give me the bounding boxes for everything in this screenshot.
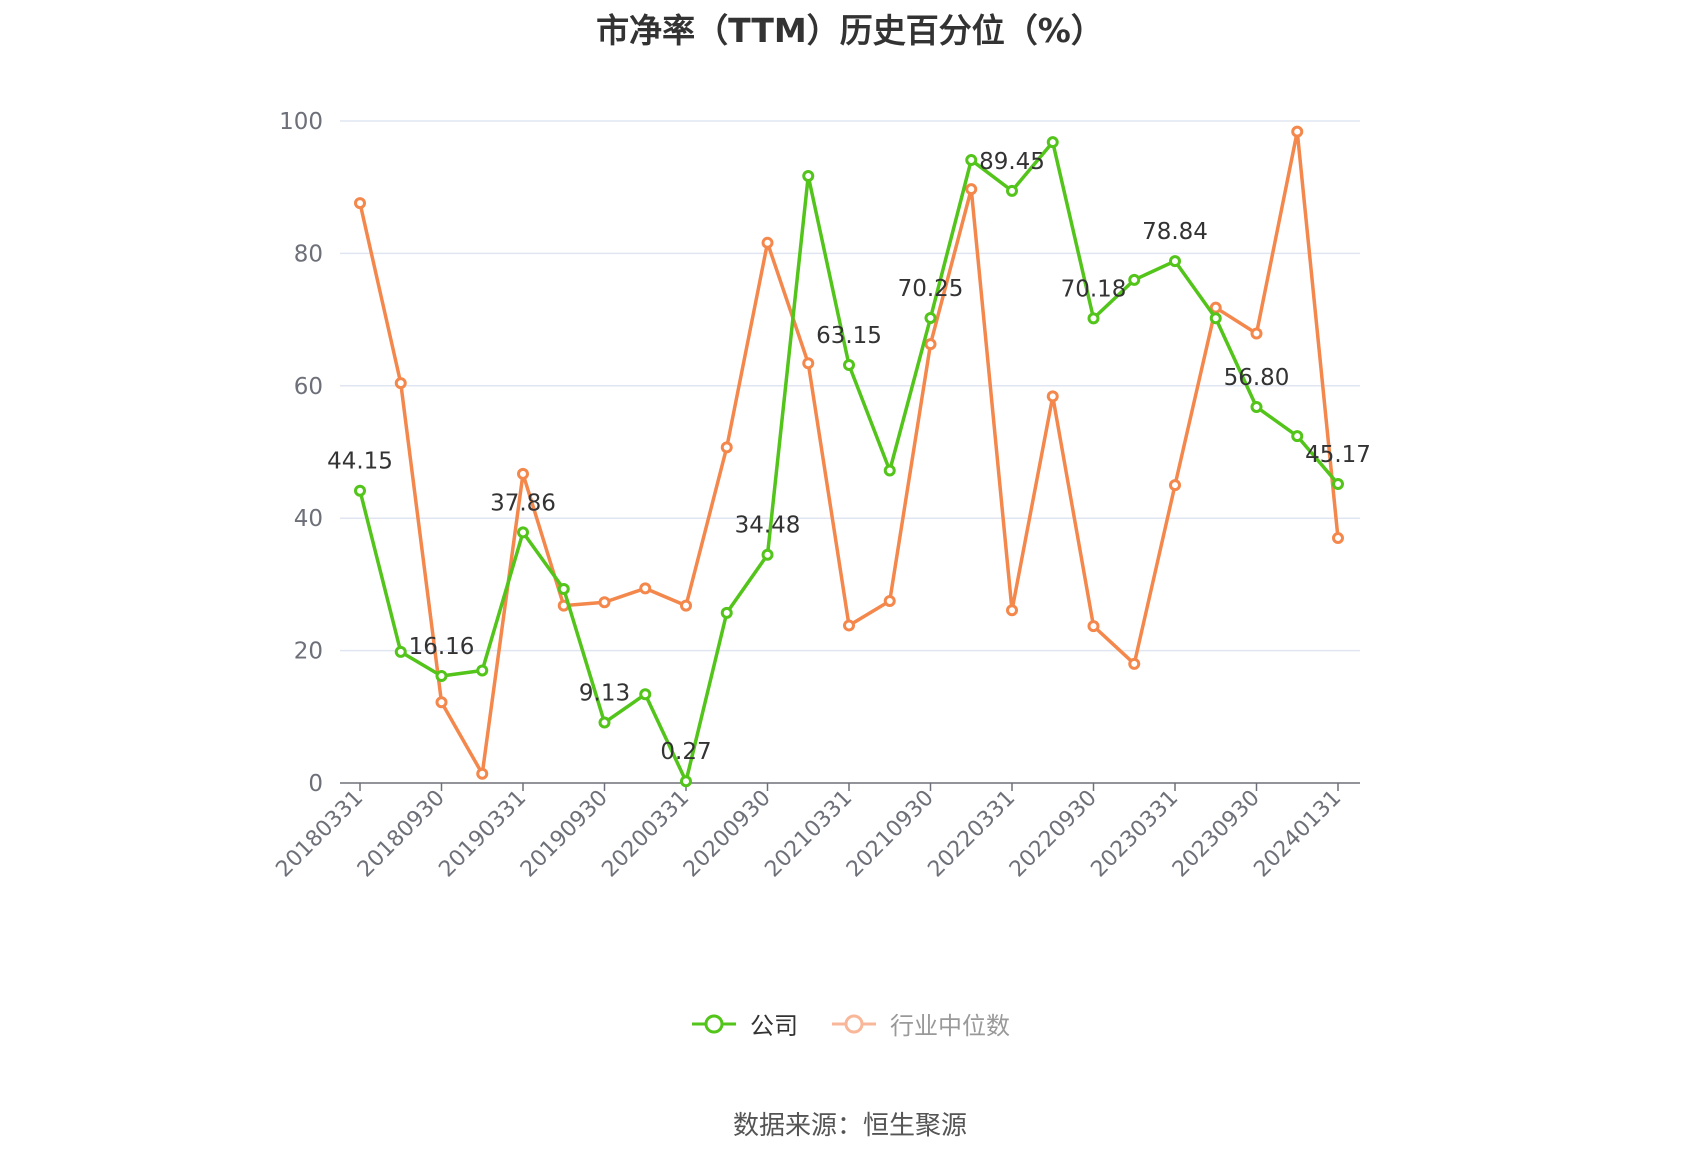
data-point-industry xyxy=(639,582,652,595)
data-point-company xyxy=(476,664,489,677)
data-point-industry xyxy=(1006,604,1018,617)
data-label: 56.80 xyxy=(1224,365,1290,391)
data-point-company xyxy=(1087,312,1100,325)
data-point-company xyxy=(354,484,366,497)
data-point-company xyxy=(965,154,978,167)
x-tick-label: 20230930 xyxy=(1168,786,1265,883)
data-point-company xyxy=(1006,184,1018,197)
data-point-industry xyxy=(1209,301,1222,314)
data-point-industry xyxy=(965,183,978,196)
data-label: 70.18 xyxy=(1061,276,1127,302)
legend-industry-marker xyxy=(832,1014,876,1033)
data-point-industry xyxy=(1291,125,1304,138)
data-point-industry xyxy=(394,377,407,390)
data-point-industry xyxy=(435,696,448,709)
x-tick-label: 20190930 xyxy=(516,786,613,883)
data-point-company xyxy=(1250,400,1263,413)
data-point-company xyxy=(924,311,937,324)
x-tick-label: 20220930 xyxy=(1005,786,1102,883)
data-point-industry xyxy=(1046,390,1059,403)
data-point-company xyxy=(1169,255,1181,268)
data-point-company xyxy=(802,169,815,182)
data-point-industry xyxy=(354,197,366,210)
data-label: 89.45 xyxy=(979,149,1045,175)
x-tick-label: 20180930 xyxy=(353,786,450,883)
x-tick-label: 20210930 xyxy=(842,786,939,883)
data-point-company xyxy=(883,464,896,477)
x-tick-label: 20210331 xyxy=(760,786,857,883)
legend-item-industry[interactable]: 行业中位数 xyxy=(830,1006,1010,1041)
x-tick-label: 20180331 xyxy=(271,786,368,883)
x-tick-label: 20200930 xyxy=(679,786,776,883)
chart-title: 市净率（TTM）历史百分位（%） xyxy=(596,11,1104,50)
y-tick-label: 40 xyxy=(294,506,323,532)
data-point-industry xyxy=(1128,657,1141,670)
data-point-company xyxy=(1128,273,1141,286)
legend-industry-label: 行业中位数 xyxy=(890,1012,1010,1040)
series xyxy=(354,125,1344,788)
data-point-industry xyxy=(924,338,937,351)
data-label: 70.25 xyxy=(898,276,964,302)
data-label: 34.48 xyxy=(735,513,801,539)
legend-company-label: 公司 xyxy=(750,1012,798,1040)
x-tick-label: 20240131 xyxy=(1249,786,1346,883)
data-point-company xyxy=(435,670,448,683)
legend: 公司 行业中位数 xyxy=(0,1006,1700,1041)
data-label: 44.15 xyxy=(327,449,393,475)
data-point-industry xyxy=(598,596,611,609)
data-point-industry xyxy=(883,594,896,607)
data-point-industry xyxy=(720,441,733,454)
data-point-company xyxy=(598,716,611,729)
data-source-note: 数据来源：恒生聚源 xyxy=(732,1111,967,1141)
data-point-company xyxy=(680,775,692,788)
y-tick-label: 100 xyxy=(279,109,323,135)
data-labels: 44.15 16.16 37.86 9.13 0.27 34.48 63.15 70.25 89… xyxy=(327,149,1371,765)
data-point-industry xyxy=(1169,479,1181,492)
data-label: 0.27 xyxy=(660,739,711,765)
data-point-company xyxy=(843,358,855,371)
x-tick-label: 20230331 xyxy=(1086,786,1183,883)
data-point-company xyxy=(639,688,652,701)
data-point-company xyxy=(517,526,529,539)
data-point-company xyxy=(1046,136,1059,149)
data-point-company xyxy=(720,606,733,619)
data-point-industry xyxy=(680,599,692,612)
data-point-company xyxy=(1332,477,1344,490)
data-label: 63.15 xyxy=(816,323,882,349)
data-point-industry xyxy=(802,357,815,370)
data-label: 45.17 xyxy=(1305,442,1371,468)
legend-item-company[interactable]: 公司 xyxy=(690,1006,798,1041)
y-tick-label: 0 xyxy=(308,771,323,797)
data-point-industry xyxy=(1250,327,1263,340)
x-tick-label: 20190331 xyxy=(434,786,531,883)
data-label: 9.13 xyxy=(579,681,630,707)
x-tick-label: 20200331 xyxy=(597,786,694,883)
data-point-industry xyxy=(1087,620,1100,633)
y-tick-label: 60 xyxy=(294,374,323,400)
data-point-industry xyxy=(476,767,489,780)
y-tick-label: 80 xyxy=(294,241,323,267)
data-point-industry xyxy=(761,236,774,249)
data-point-industry xyxy=(843,619,855,632)
data-point-company xyxy=(394,645,407,658)
data-point-industry xyxy=(517,467,529,480)
legend-company-marker xyxy=(692,1014,736,1033)
data-label: 78.84 xyxy=(1142,219,1208,245)
data-point-company xyxy=(761,548,774,561)
data-point-company xyxy=(1209,312,1222,325)
y-tick-label: 20 xyxy=(294,639,323,665)
data-point-industry xyxy=(1332,532,1344,545)
grid-lines xyxy=(340,120,1360,652)
data-point-company xyxy=(557,583,570,596)
data-label: 16.16 xyxy=(409,634,475,660)
x-tick-label: 20220331 xyxy=(923,786,1020,883)
data-label: 37.86 xyxy=(490,490,556,516)
data-point-company xyxy=(1291,430,1304,443)
